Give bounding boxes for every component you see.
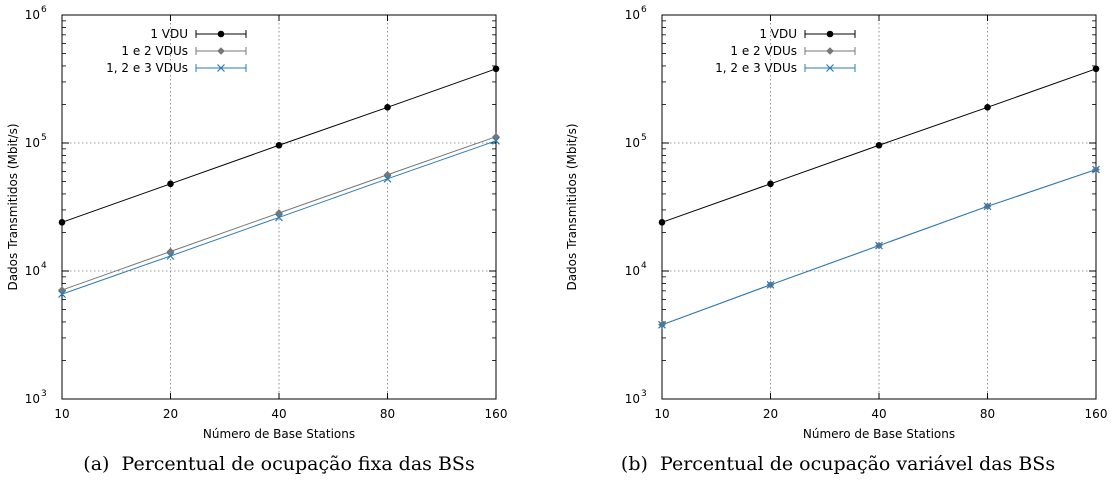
data-point [658,320,666,329]
x-tick-label: 40 [271,407,286,421]
y-tick-label: 10 [625,8,640,22]
data-point [58,219,66,226]
series-1 [658,65,1100,226]
x-tick-label: 40 [871,407,886,421]
y-tick-exponent: 4 [41,261,47,271]
legend: 1 VDU 1 e 2 VDUs 1, 2 e 3 VDUs [715,27,856,75]
legend-label: 1, 2 e 3 VDUs [715,61,797,75]
x-tick-label: 20 [163,407,178,421]
y-tick-label: 10 [25,8,40,22]
y-tick-exponent: 6 [41,5,47,15]
legend-marker [826,64,834,72]
data-point [875,241,883,250]
data-point [166,252,175,260]
legend-label: 1 VDU [759,27,797,41]
y-tick-exponent: 4 [641,261,647,271]
data-point [383,170,392,179]
data-point [766,280,775,289]
series-3 [658,165,1100,329]
legend: 1 VDU 1 e 2 VDUs 1, 2 e 3 VDUs [106,27,247,75]
legend-label: 1 e 2 VDUs [121,44,188,58]
legend-label: 1 e 2 VDUs [730,44,797,58]
data-point [384,104,391,111]
caption-a-tag: (a) [83,453,110,475]
y-tick-exponent: 3 [41,389,47,399]
legend-marker [217,30,225,38]
x-tick-label: 20 [763,407,778,421]
data-point [767,180,774,188]
y-tick-label: 10 [625,136,640,150]
legend-marker [217,47,225,55]
data-point [275,213,283,222]
y-tick-label: 10 [25,136,40,150]
x-tick-label: 10 [54,407,69,421]
data-point [875,141,883,149]
x-tick-label: 80 [380,407,395,421]
caption-a: (a) Percentual de ocupação fixa das BSs [0,453,558,475]
data-point [492,136,500,145]
y-tick-label: 10 [25,392,40,406]
y-tick-exponent: 3 [641,389,647,399]
caption-b: (b) Percentual de ocupação variável das … [559,453,1117,475]
data-point [983,202,992,211]
x-axis-label: Número de Base Stations [803,427,955,441]
y-tick-label: 10 [625,264,640,278]
series-2 [58,132,500,294]
data-point [167,180,174,188]
y-tick-label: 10 [25,264,40,278]
caption-b-text: Percentual de ocupação variável das BSs [660,453,1056,475]
y-axis-label: Dados Transmitidos (Mbit/s) [6,123,20,290]
x-tick-label: 10 [654,407,669,421]
data-point [275,141,283,149]
data-point [492,132,500,141]
data-point [1092,165,1100,174]
x-axis-label: Número de Base Stations [203,427,355,441]
data-point [383,174,392,183]
x-tick-label: 80 [980,407,995,421]
legend-label: 1, 2 e 3 VDUs [106,61,188,75]
y-tick-exponent: 5 [641,133,647,143]
legend-marker [217,64,225,72]
x-tick-label: 160 [485,407,508,421]
data-point [658,219,666,226]
caption-a-text: Percentual de ocupação fixa das BSs [121,453,475,475]
data-point [492,65,500,73]
series-1 [58,65,500,226]
caption-b-tag: (b) [620,453,648,475]
y-tick-label: 10 [625,392,640,406]
legend-label: 1 VDU [150,27,188,41]
legend-marker [826,30,834,38]
series-3 [58,136,500,299]
legend-marker [826,47,834,55]
data-point [984,104,991,111]
chart-panel-a: 10 20 40 80 160 10 3 10 4 10 5 10 6 Número de Base St… [0,0,558,496]
y-axis-label: Dados Transmitidos (Mbit/s) [565,123,579,290]
x-tick-label: 160 [1085,407,1108,421]
y-tick-exponent: 6 [641,5,647,15]
chart-panel-b: 10 20 40 80 160 10 3 10 4 10 5 10 6 Número de Base St… [559,0,1117,496]
data-point [1092,65,1100,73]
data-point [58,290,66,299]
y-tick-exponent: 5 [41,133,47,143]
